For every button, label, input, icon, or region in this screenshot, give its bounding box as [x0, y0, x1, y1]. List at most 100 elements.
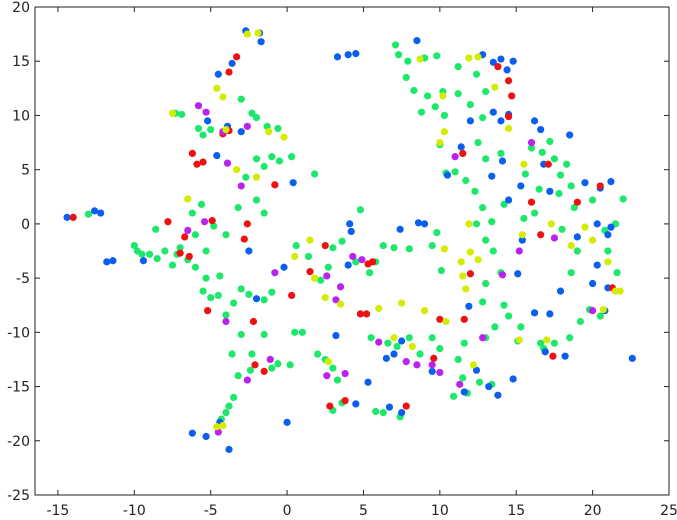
point — [599, 305, 607, 314]
point — [479, 298, 487, 306]
point — [176, 249, 184, 257]
point — [341, 369, 349, 378]
point — [433, 228, 441, 237]
point — [237, 330, 245, 339]
point — [280, 263, 288, 271]
point — [521, 170, 529, 178]
point — [462, 285, 470, 293]
point — [410, 86, 418, 95]
point — [252, 295, 261, 303]
point — [482, 155, 490, 163]
point — [139, 257, 148, 265]
point — [199, 287, 207, 295]
point — [567, 182, 575, 190]
point — [416, 350, 424, 358]
point — [178, 110, 186, 118]
point — [188, 149, 196, 157]
point — [457, 143, 465, 151]
point — [344, 51, 352, 59]
point — [199, 131, 207, 139]
point — [396, 225, 404, 233]
point — [390, 244, 398, 252]
point — [465, 54, 473, 62]
point — [449, 392, 458, 400]
point — [324, 358, 332, 366]
point — [596, 182, 604, 190]
point — [530, 209, 539, 217]
point — [298, 328, 306, 336]
y-tick-label: 5 — [21, 163, 30, 179]
point — [472, 366, 481, 374]
point — [103, 258, 111, 266]
point — [546, 137, 554, 146]
point — [491, 83, 499, 91]
x-tick-label: 15 — [507, 503, 525, 519]
point — [472, 220, 481, 228]
point — [346, 220, 354, 228]
point — [527, 138, 536, 147]
point — [431, 103, 439, 111]
point — [365, 269, 374, 277]
x-tick-label: 20 — [584, 503, 602, 519]
point — [471, 187, 479, 195]
point — [228, 59, 236, 67]
point — [333, 53, 342, 61]
point — [230, 393, 238, 401]
point — [225, 445, 233, 454]
point — [344, 261, 352, 269]
point — [260, 209, 268, 217]
point — [352, 258, 360, 266]
y-tick-label: -25 — [7, 488, 30, 504]
point — [356, 206, 365, 214]
point — [567, 269, 575, 277]
point — [558, 225, 566, 233]
point — [324, 263, 332, 271]
point — [437, 266, 445, 275]
point — [414, 219, 423, 227]
point — [90, 207, 99, 215]
point — [398, 408, 406, 417]
point — [442, 317, 450, 326]
point — [191, 263, 200, 271]
point — [613, 269, 621, 277]
point — [494, 391, 502, 399]
point — [491, 323, 499, 331]
point — [498, 157, 507, 165]
point — [462, 176, 470, 185]
point — [213, 84, 221, 92]
point — [567, 241, 575, 250]
point — [216, 272, 224, 280]
point — [550, 234, 559, 242]
point — [482, 87, 490, 96]
point — [268, 153, 276, 161]
point — [485, 382, 493, 391]
point — [543, 336, 551, 344]
point — [181, 233, 189, 241]
point — [291, 328, 299, 336]
x-tick-label: 0 — [283, 503, 292, 519]
point — [214, 428, 222, 436]
point — [517, 323, 525, 331]
point — [317, 276, 325, 284]
point — [237, 95, 245, 103]
point — [607, 177, 615, 186]
point — [248, 350, 256, 358]
point — [283, 418, 291, 426]
point — [474, 138, 482, 147]
point — [329, 364, 337, 372]
point — [390, 350, 398, 358]
point — [338, 237, 346, 245]
point — [459, 272, 467, 280]
point — [482, 279, 490, 288]
point — [573, 198, 581, 206]
point — [268, 364, 276, 372]
point — [341, 397, 349, 405]
point — [249, 317, 258, 326]
point — [456, 380, 464, 388]
point — [413, 37, 421, 45]
point — [405, 334, 413, 342]
point — [398, 299, 406, 307]
point — [271, 181, 279, 189]
point — [329, 244, 337, 252]
point — [589, 279, 597, 288]
